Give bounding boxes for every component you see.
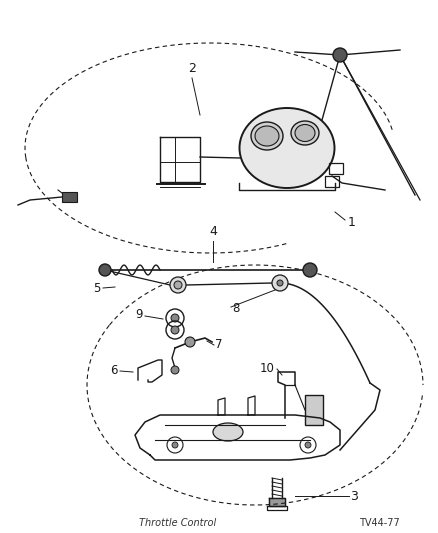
Text: 2: 2 [188, 62, 196, 75]
Circle shape [174, 281, 182, 289]
FancyBboxPatch shape [305, 395, 323, 425]
Text: Throttle Control: Throttle Control [139, 518, 217, 528]
Ellipse shape [255, 126, 279, 146]
Ellipse shape [240, 108, 335, 188]
Text: 5: 5 [92, 281, 100, 295]
Text: 9: 9 [135, 309, 143, 321]
Circle shape [333, 48, 347, 62]
Text: TV44-77: TV44-77 [359, 518, 400, 528]
Ellipse shape [295, 125, 315, 141]
Circle shape [171, 314, 179, 322]
Text: 8: 8 [232, 302, 240, 314]
Text: 6: 6 [110, 364, 118, 376]
Circle shape [277, 280, 283, 286]
Circle shape [99, 264, 111, 276]
Circle shape [185, 337, 195, 347]
Text: 3: 3 [350, 489, 358, 503]
Ellipse shape [213, 423, 243, 441]
Ellipse shape [291, 121, 319, 145]
Text: 1: 1 [348, 215, 356, 229]
Circle shape [171, 326, 179, 334]
Circle shape [172, 442, 178, 448]
Text: 4: 4 [209, 225, 217, 238]
Circle shape [303, 263, 317, 277]
FancyBboxPatch shape [62, 192, 77, 202]
Circle shape [305, 442, 311, 448]
Text: 7: 7 [215, 338, 223, 351]
Circle shape [272, 275, 288, 291]
Circle shape [170, 277, 186, 293]
Ellipse shape [251, 122, 283, 150]
Polygon shape [269, 498, 285, 506]
Text: 10: 10 [260, 361, 275, 375]
Circle shape [171, 366, 179, 374]
